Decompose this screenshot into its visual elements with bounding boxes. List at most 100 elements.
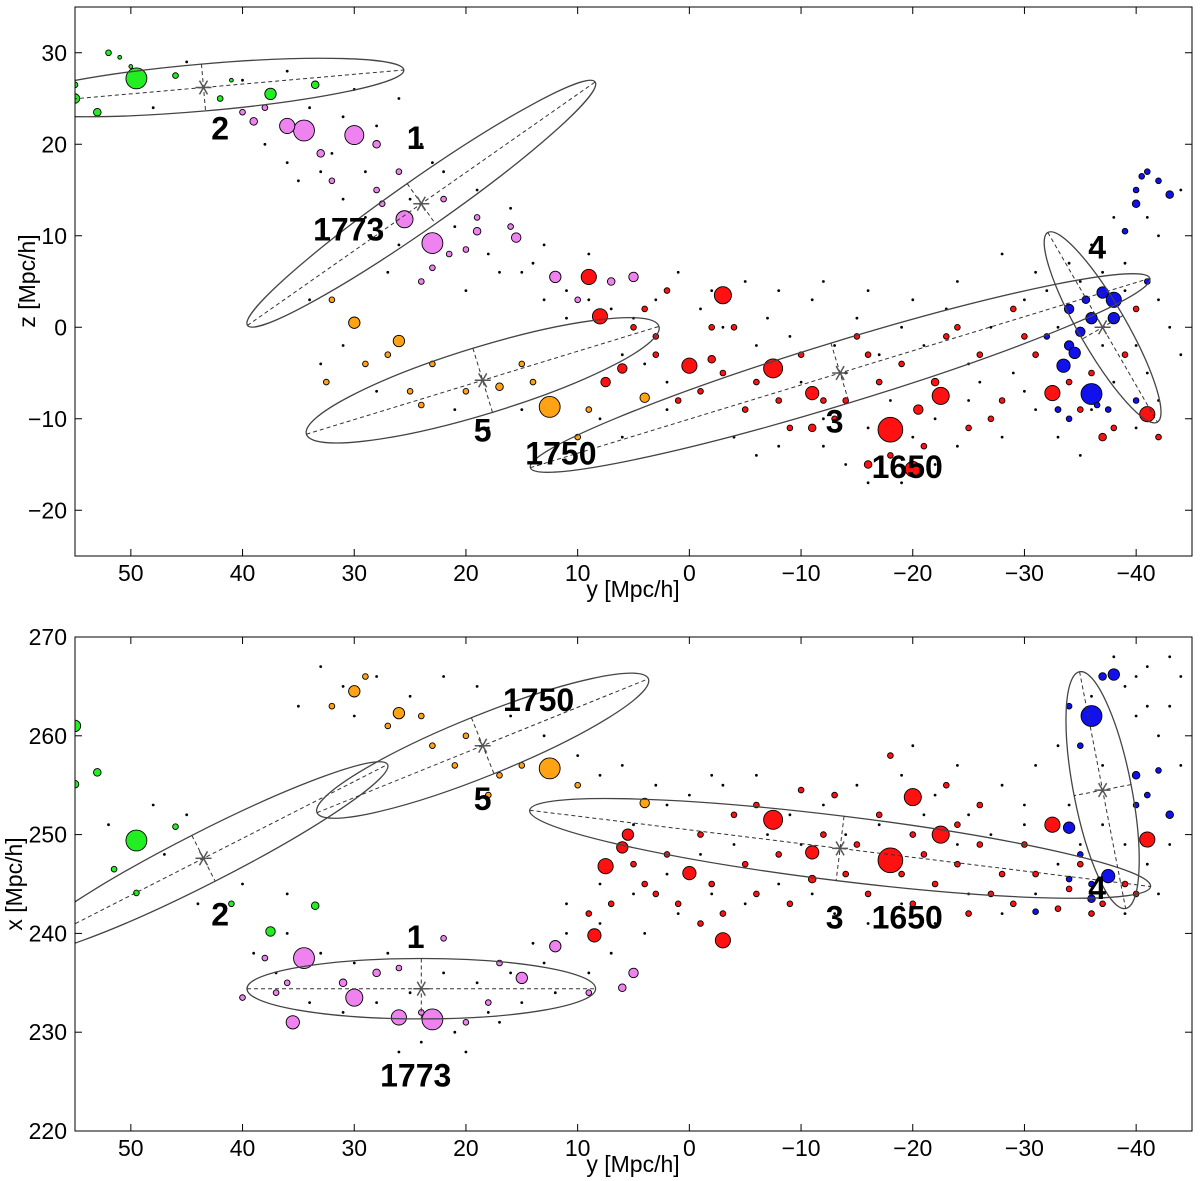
background-point	[285, 892, 289, 896]
background-point	[1112, 380, 1116, 384]
group-1-point	[239, 108, 246, 116]
group-1-point	[618, 983, 627, 992]
group-5-point	[348, 316, 361, 329]
background-point	[1056, 435, 1060, 439]
top-x-tick-label: 40	[230, 560, 256, 586]
background-point	[609, 951, 613, 955]
bottom-x-tick-label: −30	[1005, 1135, 1044, 1161]
group-2-point	[93, 107, 102, 117]
top-label-5: 5	[474, 413, 492, 449]
group-3-point	[763, 809, 784, 830]
background-point	[285, 932, 289, 935]
background-point	[297, 704, 300, 708]
group-3-point	[903, 788, 922, 807]
group-3-point	[976, 351, 984, 359]
group-3-point	[877, 416, 904, 443]
ellipse-group-4	[1065, 670, 1140, 910]
background-point	[1157, 892, 1160, 896]
background-point	[330, 152, 334, 155]
background-point	[911, 744, 915, 748]
background-point	[1101, 823, 1104, 827]
group-1-point	[328, 177, 336, 185]
group-3-point	[954, 323, 961, 331]
group-5-point	[362, 673, 369, 680]
background-point	[408, 197, 412, 201]
background-point	[375, 389, 378, 393]
bottom-plot-area: 1 2 3 4 5 1773 1750 1650	[75, 655, 1183, 1094]
group-3-point	[730, 811, 738, 819]
group-1-point	[261, 104, 269, 111]
group-3-point	[987, 415, 995, 423]
group-3-point	[652, 351, 660, 359]
top-series-background	[151, 60, 1183, 485]
background-point	[632, 823, 635, 827]
bottom-series-group-4	[1032, 668, 1174, 916]
background-point	[900, 773, 903, 777]
background-point	[1034, 764, 1037, 767]
background-point	[1179, 188, 1183, 192]
group-1-point	[372, 140, 381, 149]
background-point	[151, 106, 155, 110]
group-3-point	[587, 928, 602, 943]
background-point	[911, 435, 915, 439]
background-point	[1145, 665, 1149, 668]
ellipse-group-5	[305, 316, 660, 444]
top-y-tick-label: −10	[28, 406, 67, 432]
group-1-point	[285, 1015, 300, 1030]
background-point	[308, 106, 311, 110]
group-2-point	[110, 865, 118, 873]
group-3-point	[617, 363, 628, 374]
background-point	[833, 912, 836, 915]
group-3-point	[663, 287, 671, 294]
background-point	[196, 902, 200, 906]
background-point	[263, 142, 267, 146]
group-1-point	[585, 989, 593, 997]
background-point	[654, 783, 658, 787]
ellipse-major-axis-3	[529, 809, 1151, 888]
group-4-point	[1062, 821, 1076, 834]
group-3-point	[807, 874, 817, 884]
group-1-point	[239, 994, 246, 1001]
background-point	[375, 675, 378, 678]
group-1-point	[462, 1019, 470, 1026]
group-5-point	[529, 378, 537, 386]
ellipse-group-3	[529, 273, 1151, 473]
background-point	[710, 892, 714, 896]
group-5-point	[518, 360, 526, 368]
group-4-point	[1131, 771, 1141, 780]
group-3-point	[965, 910, 972, 917]
group-1-point	[440, 195, 447, 203]
group-3-point	[714, 932, 731, 949]
group-1-point	[345, 988, 364, 1007]
ellipse-outline-2	[75, 57, 405, 118]
background-point	[453, 1030, 457, 1034]
group-2-point	[128, 64, 134, 69]
background-point	[956, 843, 959, 846]
background-point	[1000, 435, 1004, 439]
top-x-tick-label: −30	[1005, 560, 1044, 586]
background-point	[900, 902, 903, 906]
background-point	[609, 307, 613, 311]
background-point	[1067, 261, 1071, 265]
background-point	[565, 902, 568, 906]
background-point	[788, 813, 792, 817]
ellipse-outline-4	[1043, 231, 1162, 424]
background-point	[1112, 655, 1116, 659]
group-3-point	[1065, 378, 1073, 386]
bottom-series-background	[107, 655, 1183, 1054]
background-point	[1168, 843, 1172, 846]
background-point	[308, 1001, 311, 1004]
top-series-group-1	[239, 104, 639, 304]
background-point	[419, 142, 423, 146]
group-1-point	[249, 117, 258, 126]
background-point	[1056, 862, 1060, 866]
background-point	[1056, 744, 1060, 748]
background-point	[1168, 704, 1172, 708]
top-label-4: 4	[1088, 230, 1106, 266]
group-3-point	[707, 355, 716, 364]
background-point	[408, 694, 412, 698]
bottom-series-group-5	[328, 673, 650, 809]
background-point	[341, 344, 345, 347]
group-4-point	[1155, 767, 1162, 774]
group-1-point	[417, 278, 425, 285]
